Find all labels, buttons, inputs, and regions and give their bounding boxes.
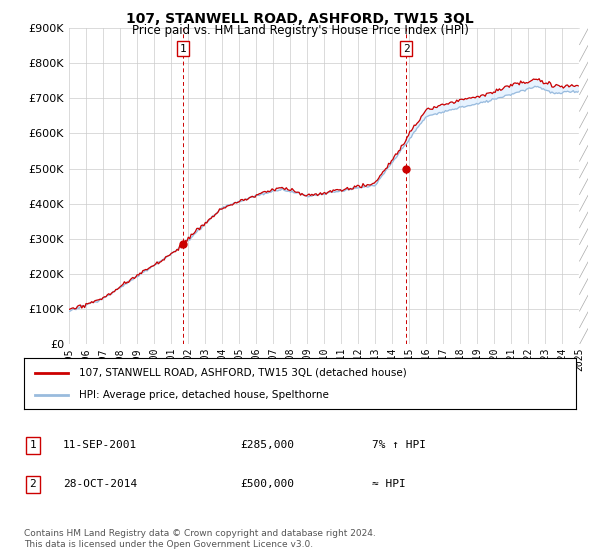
Text: 11-SEP-2001: 11-SEP-2001 — [63, 440, 137, 450]
Text: 1: 1 — [29, 440, 37, 450]
Text: Contains HM Land Registry data © Crown copyright and database right 2024.
This d: Contains HM Land Registry data © Crown c… — [24, 529, 376, 549]
Text: 107, STANWELL ROAD, ASHFORD, TW15 3QL: 107, STANWELL ROAD, ASHFORD, TW15 3QL — [126, 12, 474, 26]
Text: 28-OCT-2014: 28-OCT-2014 — [63, 479, 137, 489]
Text: 1: 1 — [179, 44, 186, 54]
Text: £500,000: £500,000 — [240, 479, 294, 489]
Text: HPI: Average price, detached house, Spelthorne: HPI: Average price, detached house, Spel… — [79, 390, 329, 400]
Text: 7% ↑ HPI: 7% ↑ HPI — [372, 440, 426, 450]
Text: ≈ HPI: ≈ HPI — [372, 479, 406, 489]
Text: 2: 2 — [403, 44, 410, 54]
Text: Price paid vs. HM Land Registry's House Price Index (HPI): Price paid vs. HM Land Registry's House … — [131, 24, 469, 36]
Text: 107, STANWELL ROAD, ASHFORD, TW15 3QL (detached house): 107, STANWELL ROAD, ASHFORD, TW15 3QL (d… — [79, 367, 407, 377]
Text: £285,000: £285,000 — [240, 440, 294, 450]
Bar — [580, 28, 588, 344]
Text: 2: 2 — [29, 479, 37, 489]
